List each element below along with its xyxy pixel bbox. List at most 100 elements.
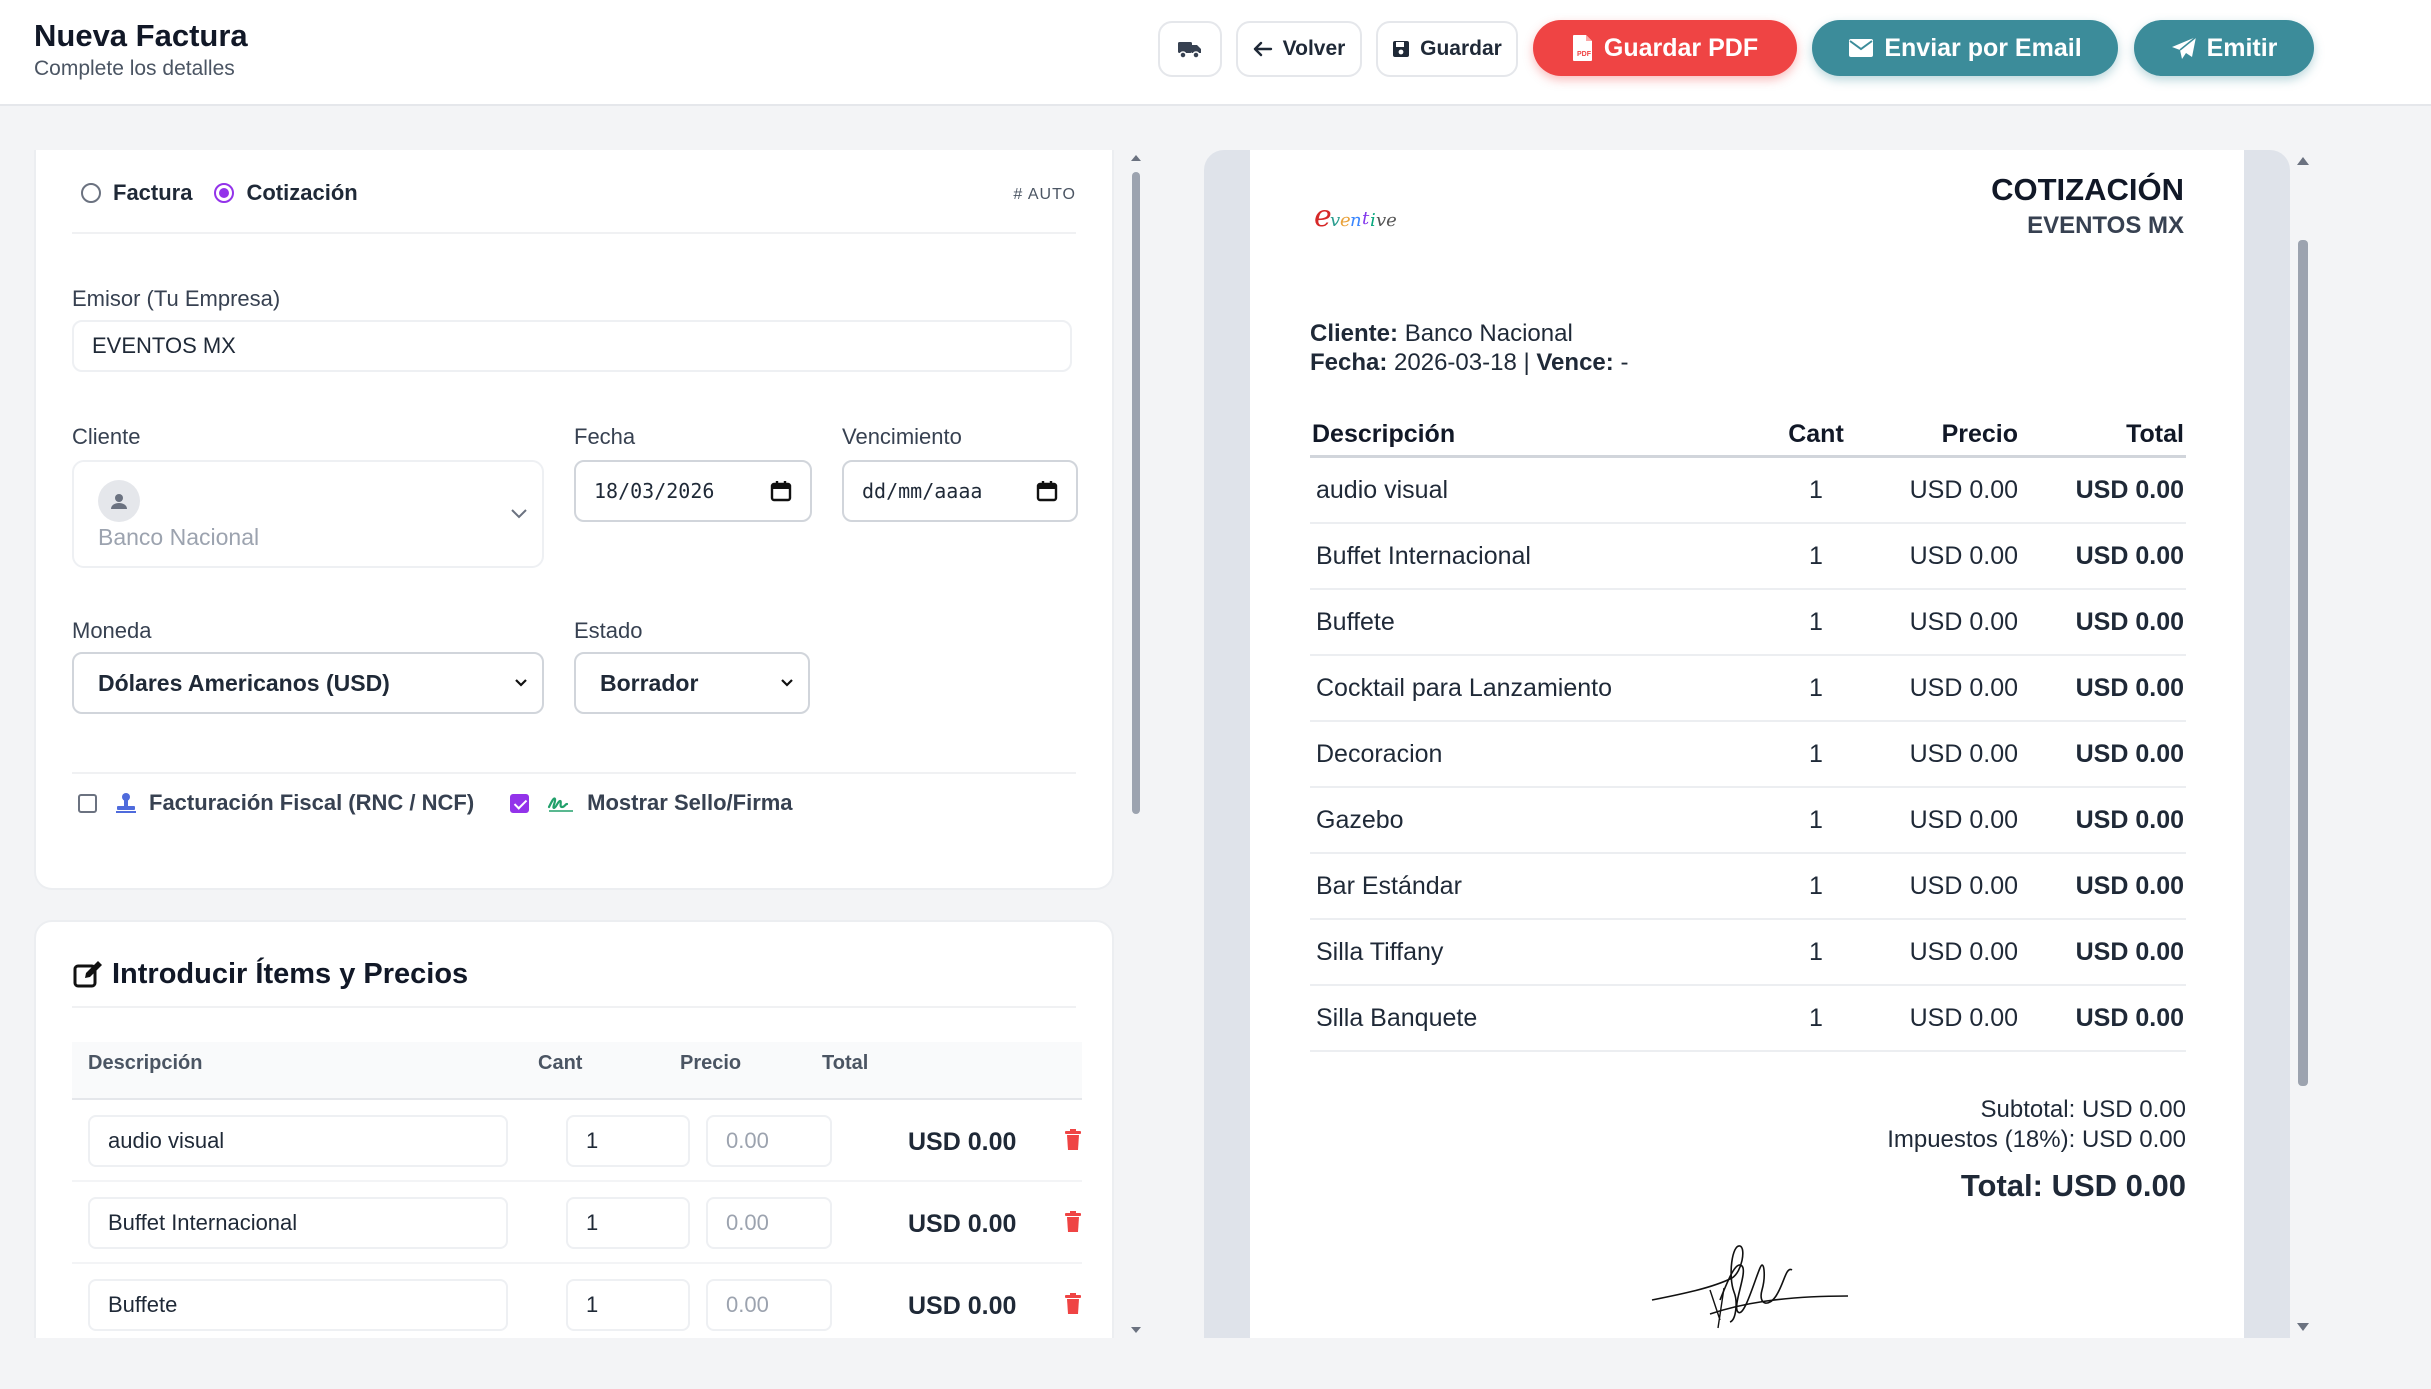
save-pdf-button[interactable]: PDF Guardar PDF xyxy=(1533,20,1797,76)
item-qty-input[interactable]: 1 xyxy=(566,1279,690,1331)
preview-col-precio: Precio xyxy=(1941,420,2018,448)
preview-row-total: USD 0.00 xyxy=(2075,1004,2184,1032)
preview-client-label: Cliente: xyxy=(1310,320,1399,347)
emit-label: Emitir xyxy=(2206,33,2278,62)
company-logo: e v e n t i ve xyxy=(1314,199,1397,234)
floppy-icon xyxy=(1393,41,1410,57)
stamp-icon xyxy=(116,793,136,813)
emisor-input[interactable]: EVENTOS MX xyxy=(72,320,1072,372)
radio-cotizacion-dot[interactable] xyxy=(214,183,235,203)
preview-row-precio: USD 0.00 xyxy=(1909,476,2018,504)
preview-row-cant: 1 xyxy=(1809,938,1823,966)
preview-row-precio: USD 0.00 xyxy=(1909,872,2018,900)
calendar-icon[interactable] xyxy=(1036,480,1058,502)
item-price-input[interactable]: 0.00 xyxy=(706,1115,832,1167)
preview-row-precio: USD 0.00 xyxy=(1909,542,2018,570)
trash-icon[interactable] xyxy=(1064,1129,1082,1151)
delivery-button[interactable] xyxy=(1158,21,1222,77)
estado-select[interactable]: Borrador xyxy=(574,652,810,714)
sello-checkbox-box[interactable] xyxy=(510,793,530,813)
svg-text:t: t xyxy=(1362,208,1370,229)
items-editor-title-text: Introducir Ítems y Precios xyxy=(112,958,469,990)
column-header-price: Precio xyxy=(680,1052,742,1074)
vencimiento-label: Vencimiento xyxy=(842,424,962,449)
item-price-input[interactable]: 0.00 xyxy=(706,1197,832,1249)
emit-button[interactable]: Emitir xyxy=(2134,20,2314,76)
emisor-label: Emisor (Tu Empresa) xyxy=(72,286,281,311)
table-row: audio visual 1 0.00 USD 0.00 xyxy=(72,1100,1082,1182)
preview-row-precio: USD 0.00 xyxy=(1909,806,2018,834)
preview-row-total: USD 0.00 xyxy=(2075,806,2184,834)
table-row: Buffete 1 0.00 USD 0.00 xyxy=(72,1264,1082,1346)
preview-row-desc: Cocktail para Lanzamiento xyxy=(1316,674,1612,702)
form-scrollbar-thumb[interactable] xyxy=(1132,172,1140,814)
radio-factura-dot[interactable] xyxy=(81,183,101,203)
table-row: Buffet Internacional 1 USD 0.00 USD 0.00 xyxy=(1310,524,2186,590)
cliente-value: Banco Nacional xyxy=(98,524,260,550)
scroll-up-arrow-icon[interactable] xyxy=(2296,156,2310,166)
item-description-input[interactable]: Buffet Internacional xyxy=(88,1197,508,1249)
preview-row-cant: 1 xyxy=(1809,872,1823,900)
sello-checkbox[interactable]: Mostrar Sello/Firma xyxy=(510,790,793,816)
back-button[interactable]: Volver xyxy=(1236,21,1362,77)
preview-row-total: USD 0.00 xyxy=(2075,938,2184,966)
preview-row-precio: USD 0.00 xyxy=(1909,1004,2018,1032)
calendar-icon[interactable] xyxy=(770,480,792,502)
preview-due-value: - xyxy=(1620,349,1629,376)
items-table-header xyxy=(72,1042,1082,1100)
file-pdf-icon: PDF xyxy=(1572,35,1592,61)
moneda-select[interactable]: Dólares Americanos (USD) xyxy=(72,652,544,714)
trash-icon[interactable] xyxy=(1064,1211,1082,1233)
sello-label: Mostrar Sello/Firma xyxy=(587,790,793,815)
item-description-input[interactable]: audio visual xyxy=(88,1115,508,1167)
item-description-input[interactable]: Buffete xyxy=(88,1279,508,1331)
radio-cotizacion[interactable]: Cotización xyxy=(214,180,358,206)
divider xyxy=(72,772,1076,774)
save-pdf-label: Guardar PDF xyxy=(1603,33,1759,62)
divider xyxy=(72,232,1076,234)
column-header-total: Total xyxy=(822,1052,869,1074)
table-row: Cocktail para Lanzamiento 1 USD 0.00 USD 0.… xyxy=(1310,656,2186,722)
column-header-qty: Cant xyxy=(538,1052,583,1074)
svg-text:n: n xyxy=(1350,210,1362,231)
vencimiento-input[interactable]: dd/mm/aaaa xyxy=(842,460,1078,522)
table-row: Gazebo 1 USD 0.00 USD 0.00 xyxy=(1310,788,2186,854)
preview-grand-total: Total: USD 0.00 xyxy=(1960,1168,2186,1203)
trash-icon[interactable] xyxy=(1064,1293,1082,1315)
preview-col-cant: Cant xyxy=(1788,420,1844,448)
save-button[interactable]: Guardar xyxy=(1376,21,1518,77)
scroll-down-arrow-icon[interactable] xyxy=(2296,1322,2310,1332)
preview-doc-type: COTIZACIÓN xyxy=(1991,172,2184,207)
preview-row-total: USD 0.00 xyxy=(2075,872,2184,900)
send-email-button[interactable]: Enviar por Email xyxy=(1812,20,2118,76)
scroll-up-arrow-icon[interactable] xyxy=(1130,154,1142,162)
signature-image xyxy=(1651,1245,1849,1329)
fecha-label: Fecha xyxy=(574,424,636,449)
truck-icon xyxy=(1178,42,1201,59)
item-total: USD 0.00 xyxy=(908,1128,1017,1156)
fiscal-label: Facturación Fiscal (RNC / NCF) xyxy=(149,790,475,815)
item-qty-input[interactable]: 1 xyxy=(566,1197,690,1249)
svg-text:ve: ve xyxy=(1376,210,1397,231)
item-price-input[interactable]: 0.00 xyxy=(706,1279,832,1331)
fiscal-checkbox[interactable]: Facturación Fiscal (RNC / NCF) xyxy=(78,790,474,816)
item-qty-input[interactable]: 1 xyxy=(566,1115,690,1167)
radio-factura[interactable]: Factura xyxy=(81,180,192,206)
cliente-select[interactable]: Banco Nacional xyxy=(72,460,544,568)
preview-row-total: USD 0.00 xyxy=(2075,674,2184,702)
fiscal-checkbox-box[interactable] xyxy=(78,793,97,813)
fecha-value: 18/03/2026 xyxy=(594,479,715,503)
svg-text:e: e xyxy=(1340,210,1351,231)
preview-row-precio: USD 0.00 xyxy=(1909,938,2018,966)
app-header: Nueva Factura Complete los detalles Volv… xyxy=(0,0,2431,106)
preview-taxes: Impuestos (18%): USD 0.00 xyxy=(1887,1126,2186,1153)
preview-row-cant: 1 xyxy=(1809,542,1823,570)
send-email-label: Enviar por Email xyxy=(1884,33,2082,62)
fecha-input[interactable]: 18/03/2026 xyxy=(574,460,812,522)
preview-scrollbar-thumb[interactable] xyxy=(2298,240,2308,1086)
preview-subtotal: Subtotal: USD 0.00 xyxy=(1980,1096,2186,1123)
preview-row-desc: Silla Tiffany xyxy=(1316,938,1444,966)
preview-totals: Subtotal: USD 0.00 Impuestos (18%): USD … xyxy=(1887,1095,2186,1201)
scroll-down-arrow-icon[interactable] xyxy=(1130,1326,1142,1334)
back-label: Volver xyxy=(1282,37,1346,60)
